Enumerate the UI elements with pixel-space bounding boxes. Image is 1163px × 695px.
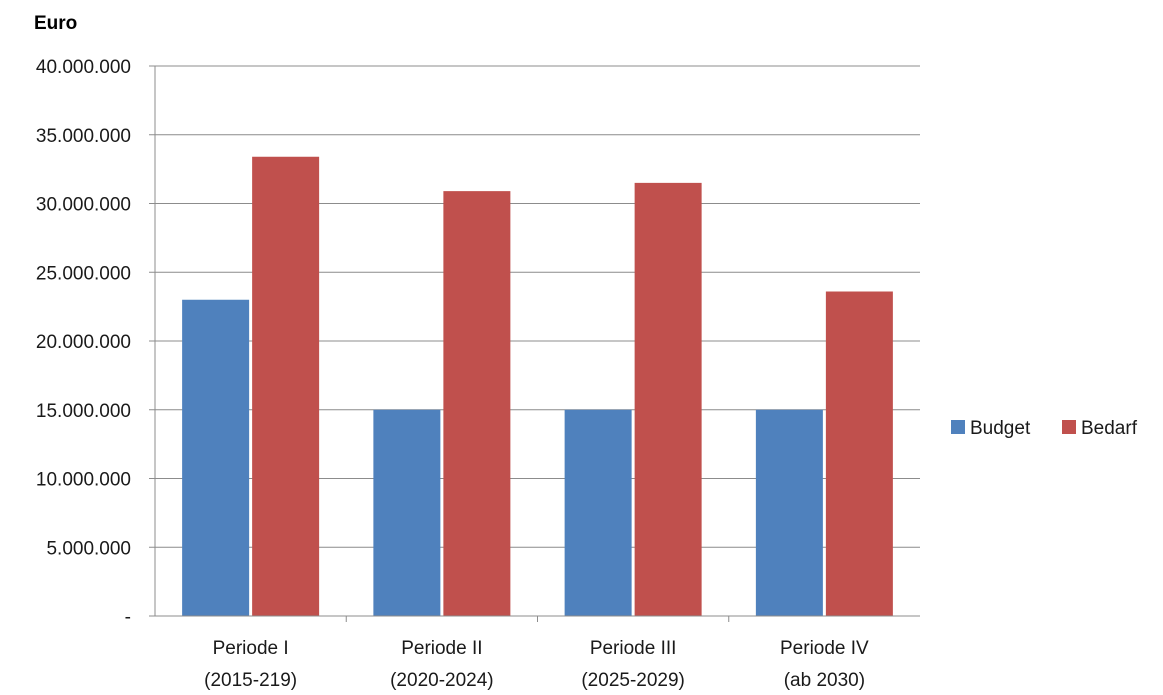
bar-budget [182,299,250,616]
y-tick-label: 20.000.000 [36,332,131,353]
y-axis-ticks: - 5.000.000 10.000.000 15.000.000 20.000.000… [36,57,131,628]
bar-budget [564,409,632,616]
x-tick-label: Periode I [213,638,289,659]
bar-budget [755,409,823,616]
y-tick-label: 5.000.000 [46,538,131,559]
y-tick-label: 40.000.000 [36,57,131,78]
legend: Budget Bedarf [951,418,1138,439]
bars [182,156,893,616]
axes [149,65,920,622]
x-tick-label: (ab 2030) [784,670,865,691]
x-tick-label: (2015-219) [204,670,297,691]
bar-bedarf [252,156,320,616]
legend-swatch-budget [951,420,965,434]
y-tick-label: 15.000.000 [36,401,131,422]
bar-bedarf [443,191,511,616]
legend-label-bedarf: Bedarf [1081,418,1138,439]
x-tick-label: (2020-2024) [390,670,494,691]
y-tick-label: 25.000.000 [36,263,131,284]
bar-bedarf [634,182,702,616]
x-tick-label: (2025-2029) [581,670,685,691]
x-tick-label: Periode IV [780,638,869,659]
bar-bedarf [825,291,893,616]
x-axis-ticks: Periode I (2015-219) Periode II (2020-2024)… [204,638,869,691]
y-tick-label: - [125,607,131,628]
y-tick-label: 10.000.000 [36,470,131,491]
y-tick-label: 30.000.000 [36,195,131,216]
x-tick-label: Periode II [401,638,482,659]
legend-label-budget: Budget [970,418,1031,439]
y-axis-title: Euro [34,13,77,34]
legend-swatch-bedarf [1062,420,1076,434]
x-tick-label: Periode III [590,638,677,659]
bar-budget [373,409,441,616]
y-tick-label: 35.000.000 [36,126,131,147]
